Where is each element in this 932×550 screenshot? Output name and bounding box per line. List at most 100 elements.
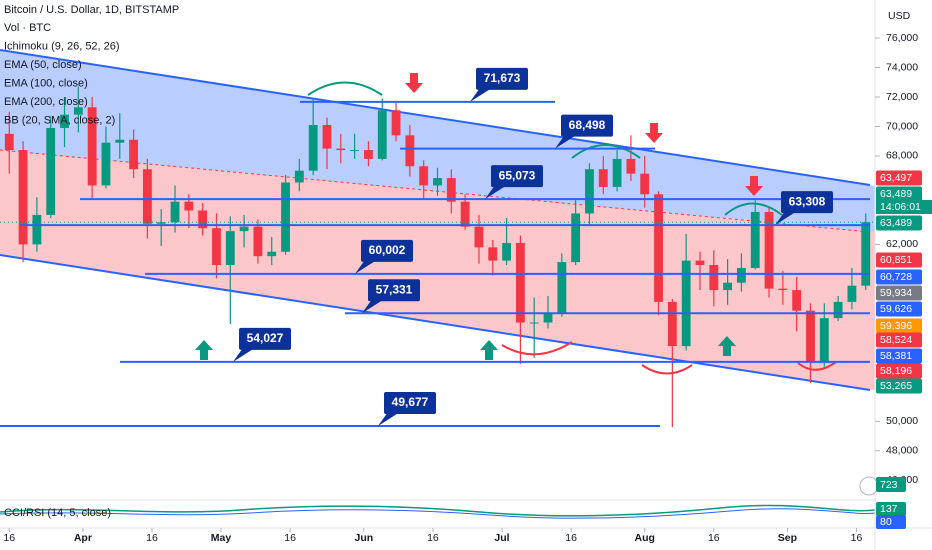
candle-body xyxy=(156,222,166,224)
level-label: 63,308 xyxy=(789,194,826,208)
candle-body xyxy=(115,139,125,143)
level-label-box xyxy=(368,279,420,302)
x-tick-label: 16 xyxy=(3,532,15,544)
candle-body xyxy=(267,251,277,257)
y-tick-label: 50,000 xyxy=(886,415,918,427)
label-pointer xyxy=(555,134,577,149)
price-badge-label: 58,381 xyxy=(880,350,912,362)
candle-body xyxy=(736,267,746,283)
candle-body xyxy=(294,170,304,183)
candle-body xyxy=(792,290,802,311)
arc xyxy=(501,341,573,356)
level-label: 57,331 xyxy=(376,282,413,296)
price-badge-label: 60,851 xyxy=(880,254,912,266)
volume-badge xyxy=(876,477,906,492)
candle-body xyxy=(571,213,581,263)
indicator-label: Ichimoku (9, 26, 52, 26) xyxy=(4,40,120,52)
y-tick-label: 48,000 xyxy=(886,445,918,457)
price-badge xyxy=(876,301,922,317)
price-badge xyxy=(876,269,922,285)
down-arrow xyxy=(405,73,423,93)
candle-body xyxy=(612,158,622,187)
label-pointer xyxy=(355,259,377,274)
candle-body xyxy=(129,139,139,170)
rsi-line xyxy=(0,508,876,519)
level-label: 49,677 xyxy=(392,395,429,409)
price-badge xyxy=(876,170,922,186)
level-label-box xyxy=(384,392,436,415)
candle-body xyxy=(32,214,42,245)
arc xyxy=(724,202,783,216)
channel xyxy=(0,49,875,391)
price-badge xyxy=(876,215,922,231)
up-arrow xyxy=(480,340,498,360)
down-arrow xyxy=(645,123,663,143)
level-label-box xyxy=(781,191,833,214)
candle-body xyxy=(87,107,97,186)
price-badge-label: 63,497 xyxy=(880,172,912,184)
candle-body xyxy=(225,231,235,266)
level-label: 54,027 xyxy=(247,331,284,345)
x-tick-label: 16 xyxy=(427,532,439,544)
indicator-label: EMA (100, close) xyxy=(4,77,88,89)
price-badge-label: 59,396 xyxy=(880,320,912,332)
cci-line xyxy=(0,504,876,517)
candle-body xyxy=(212,228,221,266)
level-label-box xyxy=(239,327,291,350)
candle-body xyxy=(391,110,401,136)
candle-body xyxy=(598,169,608,187)
price-badge-label: 58,524 xyxy=(880,334,912,346)
level-label: 65,073 xyxy=(499,168,536,182)
price-badge-label: 53,265 xyxy=(880,380,912,392)
label-pointer xyxy=(233,347,255,362)
label-pointer xyxy=(775,211,797,226)
level-label-box xyxy=(491,165,543,188)
x-tick-label: Jun xyxy=(355,532,374,544)
price-badge-label: 63,489 xyxy=(880,217,912,229)
y-tick-label: 68,000 xyxy=(886,150,918,162)
candle-body xyxy=(60,114,69,128)
indicator-label: EMA (50, close) xyxy=(4,59,82,71)
candle-body xyxy=(667,301,677,347)
candle-body xyxy=(764,211,774,289)
level-label-box xyxy=(476,67,528,90)
level-label-box xyxy=(361,239,413,262)
candle-body xyxy=(308,125,318,171)
level-label: 68,498 xyxy=(569,118,606,132)
alert-icon[interactable] xyxy=(859,476,879,496)
candle-body xyxy=(364,150,373,159)
channel-upper-fill xyxy=(0,50,875,232)
down-arrow xyxy=(745,176,763,196)
candle-body xyxy=(806,310,815,363)
x-tick-label: 16 xyxy=(146,532,158,544)
candle-body xyxy=(626,158,636,174)
candle-body xyxy=(654,194,663,302)
price-badge xyxy=(876,332,922,348)
candle-body xyxy=(640,173,650,195)
candle-body xyxy=(709,265,719,291)
cci-badge-label: 80 xyxy=(880,516,892,528)
candle-body xyxy=(723,282,733,291)
y-tick-label: 76,000 xyxy=(886,32,918,44)
candle-body xyxy=(142,169,152,224)
candle-body xyxy=(681,260,691,347)
countdown: 14:06:01 xyxy=(880,201,921,213)
candle-body xyxy=(377,110,387,159)
countdown-badge xyxy=(876,200,932,214)
price-badge xyxy=(876,348,922,364)
candle-body xyxy=(778,288,788,291)
label-pointer xyxy=(362,299,384,314)
candle-body xyxy=(336,148,346,151)
label-pointer xyxy=(485,185,507,200)
candle-body xyxy=(18,150,28,245)
price-badge-label: 59,934 xyxy=(880,287,912,299)
candle-body xyxy=(170,201,180,223)
candle-body xyxy=(847,285,857,302)
up-arrow xyxy=(195,340,213,360)
y-tick-label: 74,000 xyxy=(886,61,918,73)
price-badge xyxy=(876,186,922,202)
candle-body xyxy=(253,226,263,257)
x-tick-label: Sep xyxy=(778,532,797,544)
